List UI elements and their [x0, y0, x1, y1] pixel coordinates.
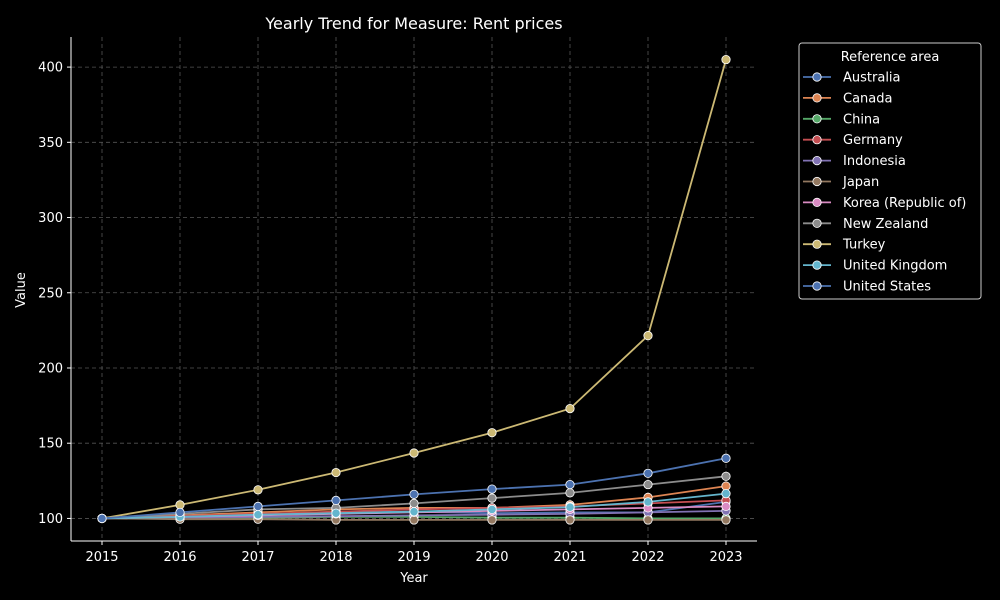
series-turkey	[97, 54, 731, 524]
data-point-united-states	[565, 479, 575, 490]
legend-item: United States	[803, 280, 931, 295]
y-tick-label: 300	[38, 211, 63, 226]
legend-item: Australia	[803, 71, 901, 86]
legend-item: Canada	[803, 91, 892, 106]
legend-swatch-marker	[812, 260, 822, 270]
x-tick-label: 2022	[631, 550, 664, 565]
legend-label: Korea (Republic of)	[843, 196, 966, 211]
legend-label: United Kingdom	[843, 259, 947, 274]
legend-label: China	[843, 112, 880, 127]
data-point-new-zealand	[487, 493, 497, 503]
data-point-turkey	[253, 485, 263, 495]
data-point-turkey	[331, 467, 341, 478]
data-point-japan	[721, 515, 731, 525]
legend: Reference area Australia Canada China Germa…	[798, 42, 982, 300]
data-point-turkey	[409, 448, 419, 458]
data-point-new-zealand	[643, 479, 653, 490]
legend-item: Indonesia	[803, 154, 906, 169]
data-point-japan	[643, 515, 653, 525]
data-point-japan	[487, 515, 497, 525]
y-tick-label: 250	[38, 286, 63, 301]
legend-item: Turkey	[803, 238, 886, 253]
legend-item: New Zealand	[803, 217, 928, 232]
x-tick-label: 2018	[319, 550, 352, 565]
legend-title: Reference area	[841, 50, 940, 65]
legend-label: Turkey	[842, 238, 886, 253]
x-tick-label: 2017	[241, 550, 274, 565]
data-point-united-states	[253, 501, 263, 511]
legend-items: Australia Canada China Germany Indonesia Japa…	[803, 71, 966, 295]
legend-label: Japan	[842, 175, 879, 190]
legend-swatch-marker	[812, 156, 822, 166]
y-tick-label: 400	[38, 61, 63, 76]
x-tick-label: 2019	[397, 550, 430, 565]
data-point-united-kingdom	[643, 497, 653, 507]
data-point-new-zealand	[409, 498, 419, 508]
y-tick-label: 150	[38, 437, 63, 452]
series-new-zealand	[97, 471, 731, 524]
x-tick-label: 2021	[553, 550, 586, 565]
series-united-states	[97, 453, 731, 524]
x-axis-title: Year	[399, 571, 428, 586]
series-plot-area	[97, 54, 731, 525]
data-point-united-states	[643, 468, 653, 478]
legend-item: Japan	[803, 175, 879, 190]
legend-swatch-marker	[812, 281, 822, 291]
legend-swatch-marker	[812, 197, 822, 207]
data-point-turkey	[565, 404, 575, 414]
legend-swatch-marker	[812, 114, 822, 124]
data-point-united-kingdom	[409, 507, 419, 517]
data-point-turkey	[721, 54, 731, 65]
legend-label: Canada	[843, 91, 892, 106]
legend-swatch-marker	[812, 239, 822, 249]
legend-label: New Zealand	[843, 217, 928, 232]
legend-item: Germany	[803, 133, 903, 148]
x-tick-label: 2023	[709, 550, 742, 565]
ticks: 2015 2016 2017 2018 2019 2020 2021 2022 2023 100 1…	[38, 61, 742, 565]
y-tick-label: 200	[38, 361, 63, 376]
legend-item: China	[803, 112, 880, 127]
y-tick-label: 100	[38, 512, 63, 527]
data-point-turkey	[643, 331, 653, 341]
data-point-japan	[565, 515, 575, 525]
data-point-united-states	[97, 513, 107, 524]
data-point-korea-republic-of	[721, 501, 731, 511]
legend-label: Indonesia	[843, 154, 906, 169]
chart-title: Yearly Trend for Measure: Rent prices	[264, 14, 562, 33]
legend-label: Australia	[843, 71, 901, 86]
data-point-united-kingdom	[565, 502, 575, 512]
x-tick-label: 2016	[163, 550, 196, 565]
y-tick-label: 350	[38, 136, 63, 151]
grid	[71, 37, 757, 541]
y-axis-title: Value	[14, 272, 29, 308]
legend-label: United States	[843, 280, 931, 295]
data-point-united-kingdom	[253, 510, 263, 520]
legend-item: United Kingdom	[803, 259, 947, 274]
legend-frame	[798, 42, 982, 300]
x-tick-label: 2015	[85, 550, 118, 565]
data-point-new-zealand	[721, 471, 731, 481]
legend-swatch-marker	[812, 135, 822, 145]
legend-label: Germany	[843, 133, 903, 148]
legend-swatch-marker	[812, 218, 822, 228]
legend-swatch-marker	[812, 176, 822, 187]
data-point-united-kingdom	[331, 508, 341, 518]
data-point-united-states	[487, 484, 497, 494]
data-point-united-states	[409, 489, 419, 499]
data-point-united-kingdom	[487, 504, 497, 515]
data-point-united-kingdom	[721, 489, 731, 499]
data-point-united-states	[175, 507, 185, 518]
data-point-new-zealand	[565, 488, 575, 498]
data-point-turkey	[487, 428, 497, 438]
legend-item: Korea (Republic of)	[803, 196, 966, 211]
legend-swatch-marker	[812, 72, 822, 82]
legend-swatch-marker	[812, 93, 822, 103]
data-point-united-states	[721, 453, 731, 463]
data-point-united-states	[331, 495, 341, 505]
x-tick-label: 2020	[475, 550, 508, 565]
